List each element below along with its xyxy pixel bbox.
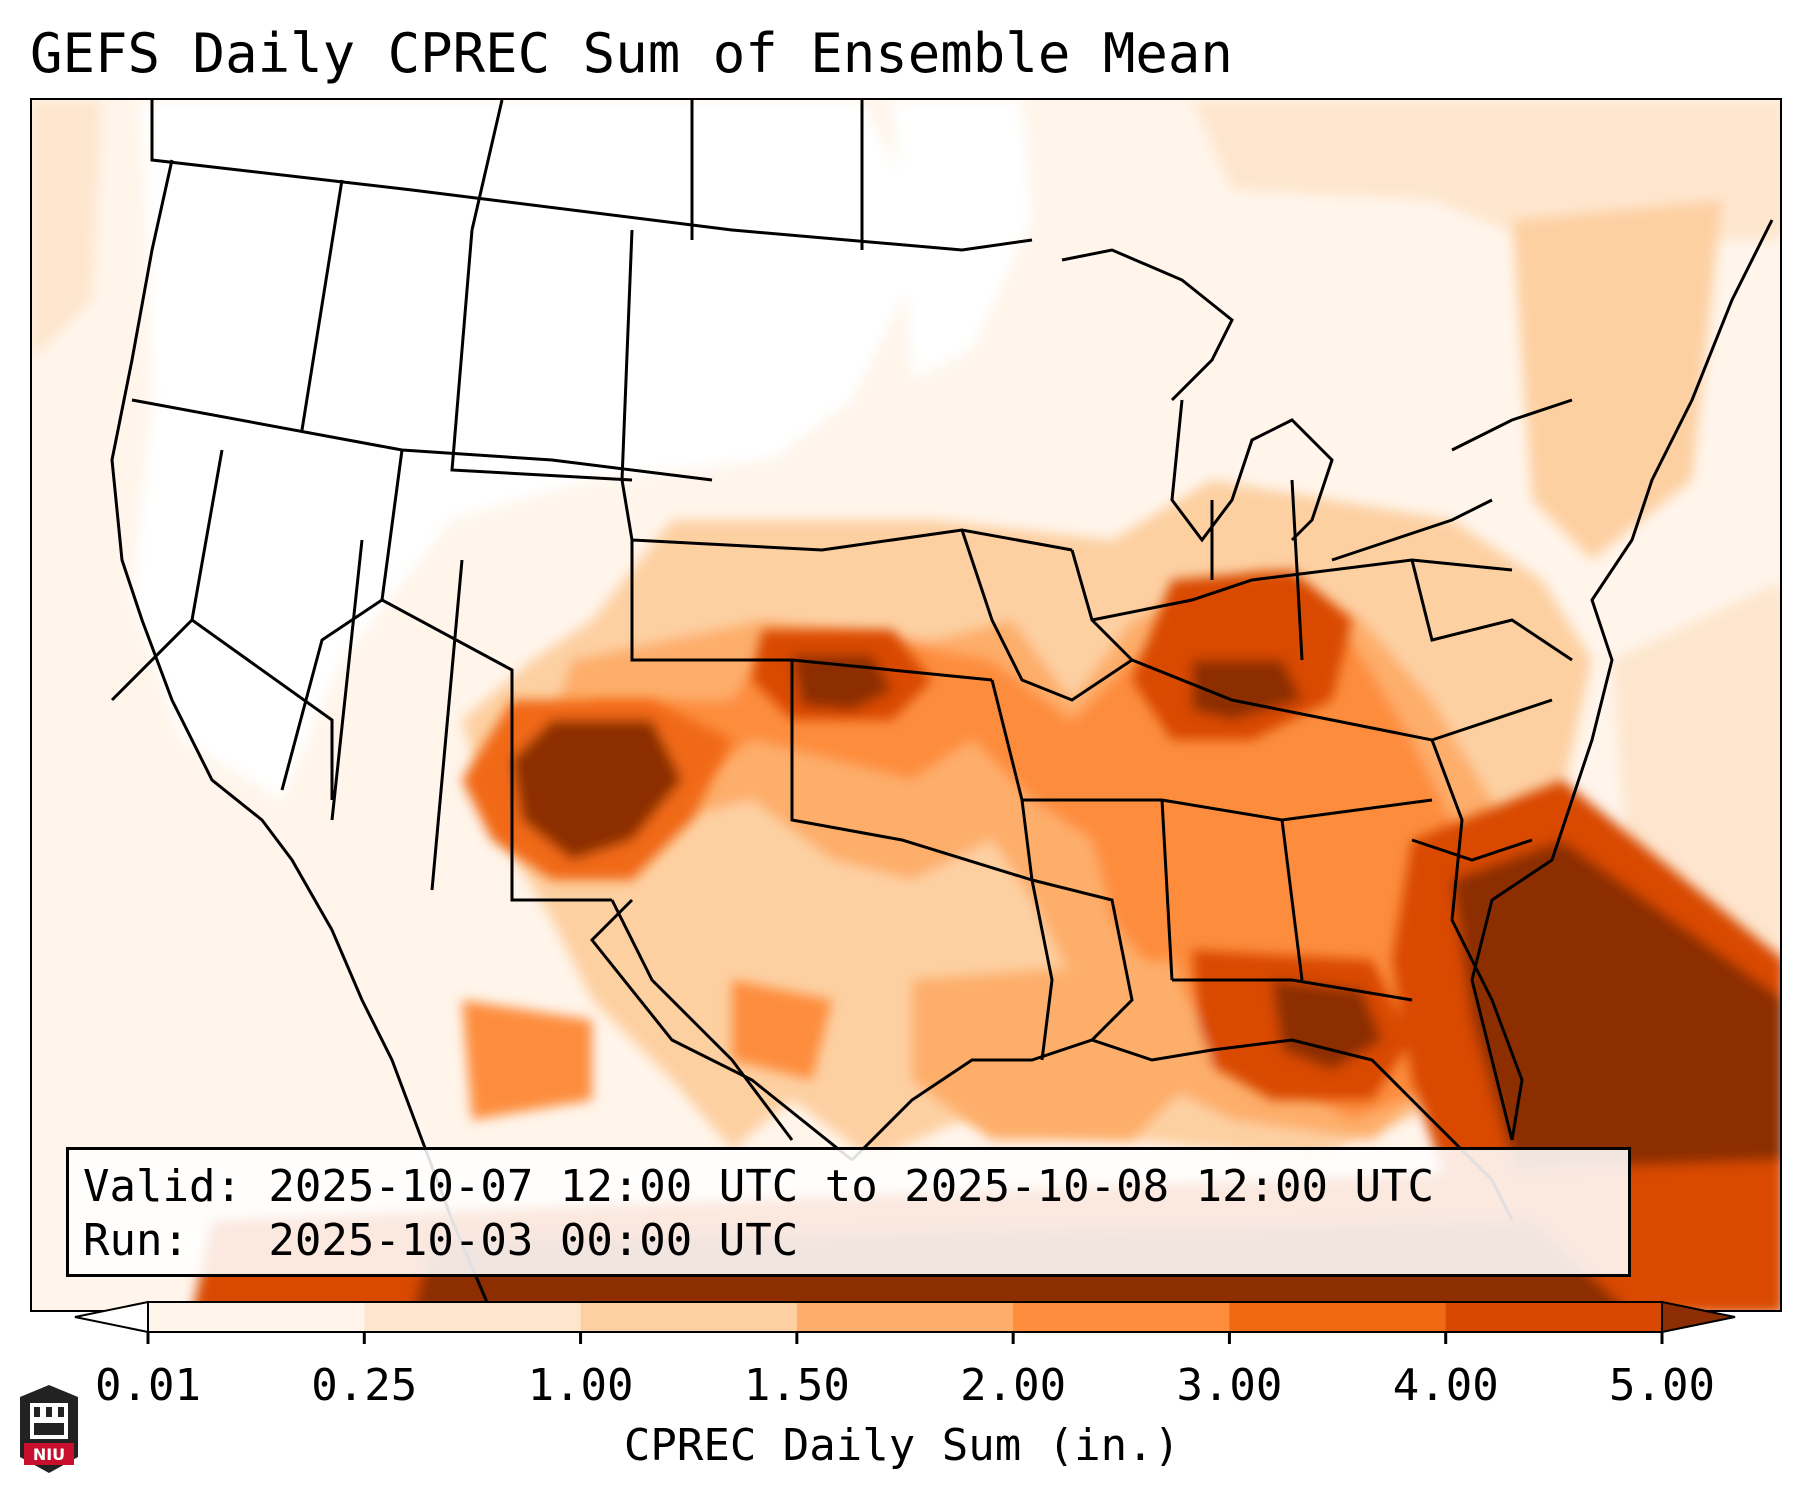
region-northeast bbox=[1512, 200, 1722, 560]
colorbar-tick-label: 4.00 bbox=[1392, 1360, 1499, 1411]
colorbar-tick-label: 0.01 bbox=[95, 1360, 201, 1411]
colorbar-under-extension bbox=[74, 1300, 149, 1334]
valid-run-infobox: Valid: 2025-10-07 12:00 UTC to 2025-10-0… bbox=[66, 1147, 1631, 1277]
colorbar-tick-label: 0.25 bbox=[311, 1360, 418, 1411]
colorbar-segment bbox=[796, 1302, 1014, 1332]
region-ohio-core bbox=[1192, 660, 1302, 720]
valid-time-text: Valid: 2025-10-07 12:00 UTC to 2025-10-0… bbox=[83, 1161, 1435, 1212]
region-pacific bbox=[32, 100, 102, 360]
colorbar-segment bbox=[364, 1302, 582, 1332]
precip-map bbox=[32, 100, 1780, 1310]
region-gulf-core bbox=[1272, 980, 1382, 1070]
niu-logo: NIU bbox=[20, 1385, 78, 1473]
colorbar-segment bbox=[1013, 1302, 1230, 1332]
colorbar-label: CPREC Daily Sum (in.) bbox=[623, 1420, 1181, 1471]
region-mexico-central bbox=[732, 980, 832, 1080]
colorbar-segment bbox=[580, 1302, 798, 1332]
region-mexico-west bbox=[462, 1000, 592, 1120]
dry-region-northplains bbox=[892, 100, 1032, 380]
light-region-midwest bbox=[1032, 160, 1192, 420]
colorbar-tick-label: 2.00 bbox=[960, 1360, 1067, 1411]
colorbar-tick-label: 1.50 bbox=[743, 1360, 850, 1411]
colorbar bbox=[74, 1300, 1736, 1344]
run-time-text: Run: 2025-10-03 00:00 UTC bbox=[83, 1215, 799, 1266]
light-region-canada bbox=[1192, 100, 1780, 240]
region-nm-core bbox=[512, 720, 682, 860]
map-title: GEFS Daily CPREC Sum of Ensemble Mean bbox=[30, 22, 1233, 85]
colorbar-segment bbox=[1229, 1302, 1447, 1332]
colorbar-tick-label: 1.00 bbox=[527, 1360, 634, 1411]
colorbar-segment bbox=[1445, 1302, 1663, 1332]
colorbar-over-extension bbox=[1661, 1300, 1736, 1334]
dry-region-west bbox=[132, 100, 932, 800]
colorbar-segment bbox=[148, 1302, 365, 1332]
svg-text:NIU: NIU bbox=[33, 1445, 65, 1464]
colorbar-outline bbox=[147, 1301, 1663, 1333]
map-panel bbox=[30, 98, 1782, 1312]
colorbar-tick-label: 3.00 bbox=[1176, 1360, 1283, 1411]
boundaries bbox=[110, 100, 1774, 1310]
colorbar-tick-label: 5.00 bbox=[1609, 1360, 1715, 1411]
